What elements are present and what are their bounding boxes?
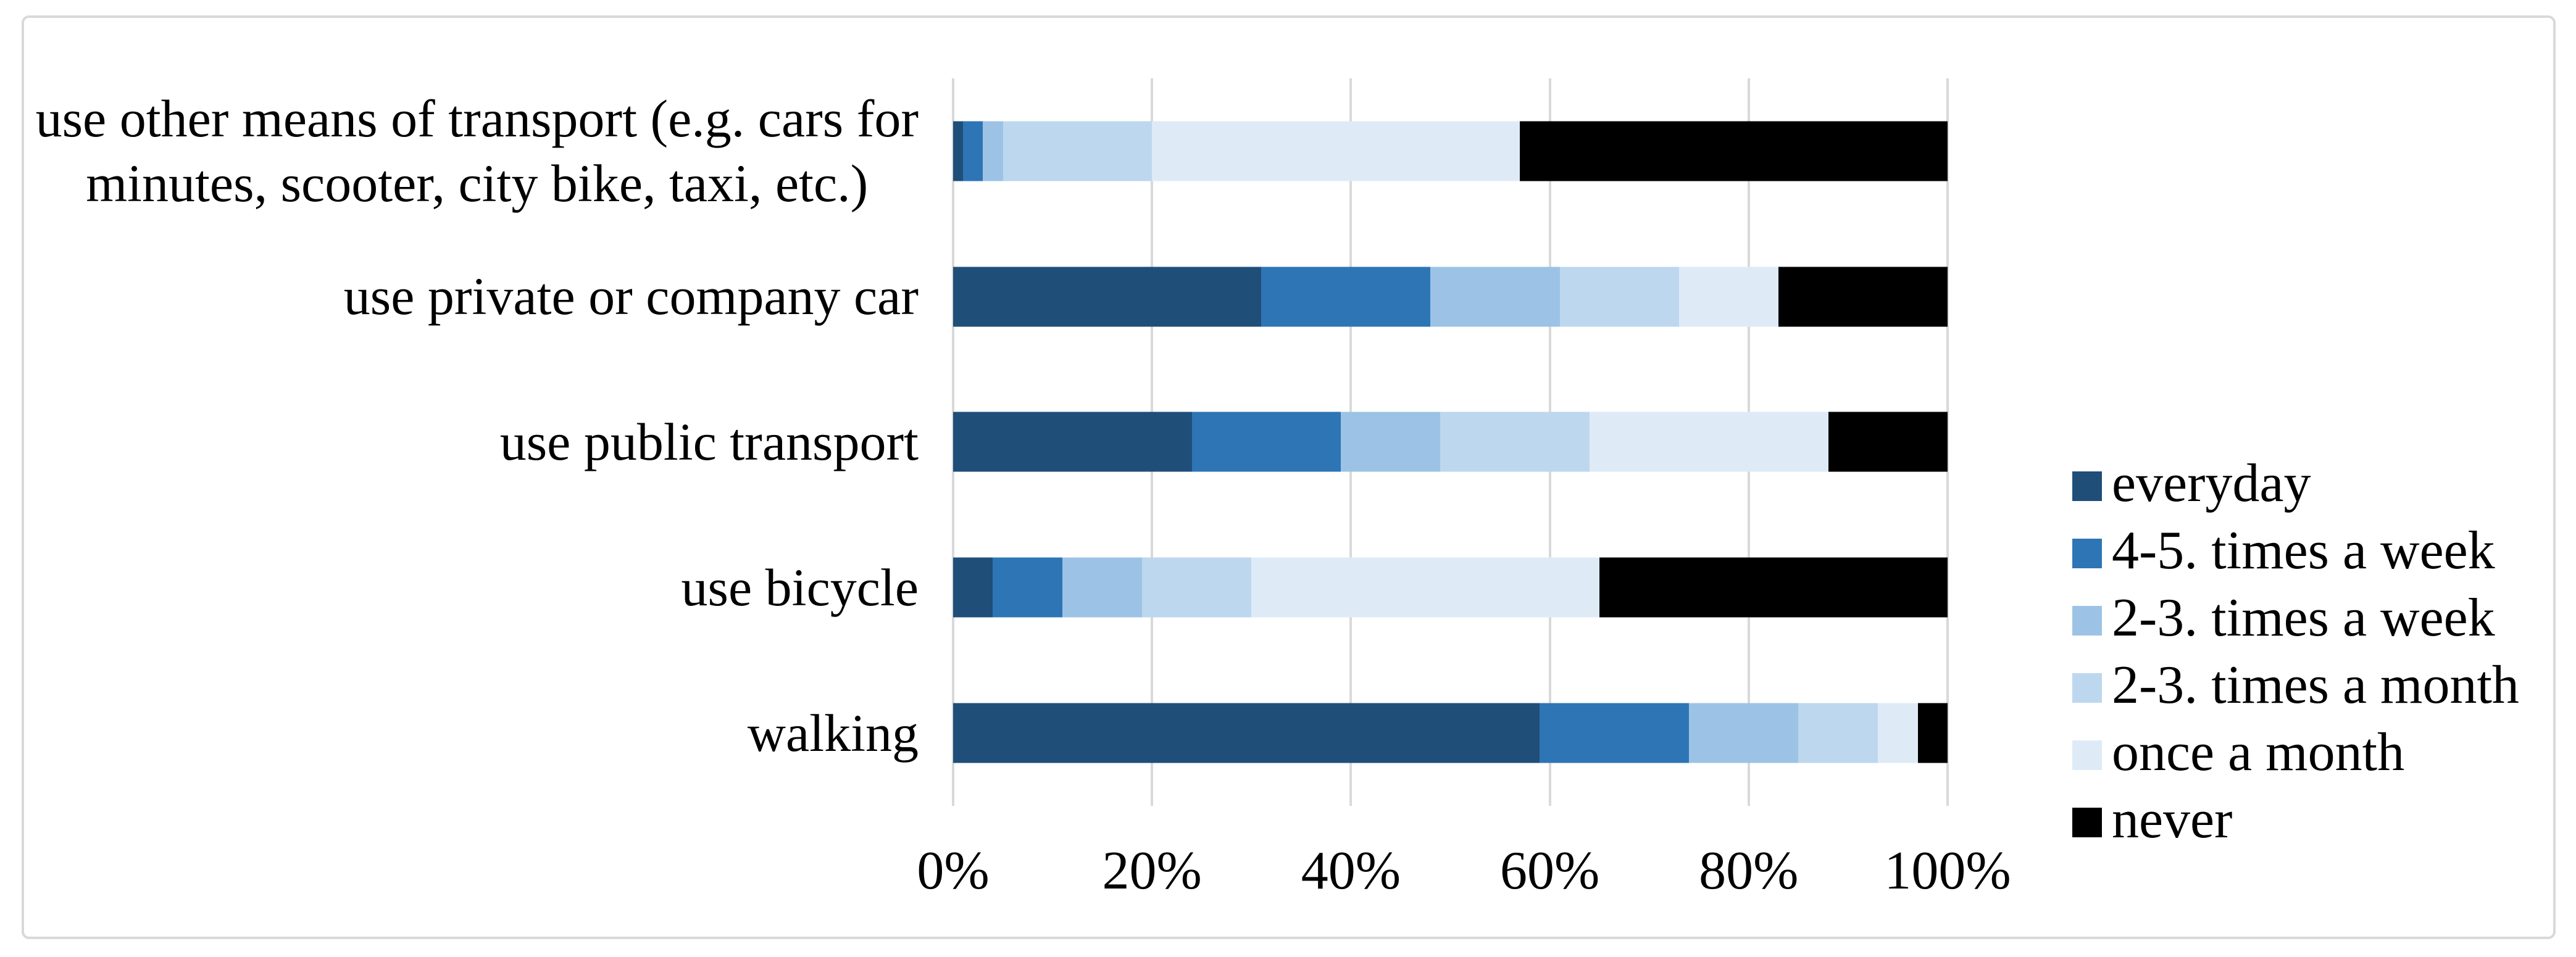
bar-segment-2-3-times-a-month bbox=[1440, 412, 1590, 472]
bar-segment-2-3-times-a-week bbox=[1062, 557, 1143, 618]
bar-segment-everyday bbox=[953, 703, 1540, 763]
category-label-row: use bicycle bbox=[25, 515, 919, 660]
category-label-row: walking bbox=[25, 660, 919, 806]
bar-segment-4-5-times-a-week bbox=[1261, 267, 1431, 327]
category-label: walking bbox=[748, 701, 919, 766]
bar-segment-everyday bbox=[953, 121, 964, 181]
legend-label: 2-3. times a week bbox=[2112, 588, 2495, 648]
bar-segment-once-a-month bbox=[1679, 267, 1779, 327]
x-tick-label: 100% bbox=[1884, 841, 2011, 901]
bar-segment-4-5-times-a-week bbox=[1540, 703, 1690, 763]
plot-area bbox=[952, 78, 1949, 806]
category-label-line: walking bbox=[747, 703, 919, 763]
legend-item-never: never bbox=[2072, 790, 2233, 850]
bar-segment-once-a-month bbox=[1878, 703, 1918, 763]
legend-swatch bbox=[2072, 606, 2102, 636]
category-label: use bicycle bbox=[682, 555, 919, 620]
bar-segment-4-5-times-a-week bbox=[993, 557, 1063, 618]
legend-label: 4-5. times a week bbox=[2112, 521, 2495, 581]
legend-label: never bbox=[2112, 790, 2233, 850]
category-label-row: use public transport bbox=[25, 370, 919, 515]
bar-segment-2-3-times-a-week bbox=[1341, 412, 1441, 472]
legend-item-once-a-month: once a month bbox=[2072, 723, 2405, 782]
category-label-line: use other means of transport (e.g. cars … bbox=[35, 88, 919, 148]
x-tick-label: 40% bbox=[1301, 841, 1401, 901]
bar-segment-2-3-times-a-week bbox=[983, 121, 1003, 181]
legend-swatch bbox=[2072, 673, 2102, 703]
bar-segment-2-3-times-a-month bbox=[1798, 703, 1878, 763]
x-tick-label: 20% bbox=[1102, 841, 1202, 901]
bar-segment-everyday bbox=[953, 267, 1262, 327]
legend-swatch bbox=[2072, 539, 2102, 568]
stacked-bar bbox=[953, 412, 1948, 472]
bar-row bbox=[953, 515, 1948, 660]
bar-segment-2-3-times-a-week bbox=[1689, 703, 1799, 763]
bar-segment-4-5-times-a-week bbox=[1191, 412, 1341, 472]
bar-segment-2-3-times-a-month bbox=[1002, 121, 1153, 181]
bar-segment-once-a-month bbox=[1251, 557, 1600, 618]
legend-item-2-3-times-a-month: 2-3. times a month bbox=[2072, 655, 2519, 715]
category-label-row: use private or company car bbox=[25, 224, 919, 370]
bar-segment-never bbox=[1778, 267, 1948, 327]
legend-swatch bbox=[2072, 808, 2102, 837]
bar-segment-once-a-month bbox=[1590, 412, 1828, 472]
bar-row bbox=[953, 370, 1948, 515]
bar-segment-once-a-month bbox=[1152, 121, 1520, 181]
category-label-line: use bicycle bbox=[681, 557, 919, 617]
bar-row bbox=[953, 660, 1948, 806]
category-label-line: use private or company car bbox=[343, 267, 919, 326]
category-label: use other means of transport (e.g. cars … bbox=[36, 86, 919, 216]
legend-swatch bbox=[2072, 471, 2102, 501]
bar-segment-4-5-times-a-week bbox=[963, 121, 983, 181]
category-label-line: use public transport bbox=[499, 412, 919, 472]
stacked-bar bbox=[953, 121, 1948, 181]
gridline-100 bbox=[1946, 78, 1949, 806]
bar-segment-everyday bbox=[953, 557, 993, 618]
bar-segment-2-3-times-a-month bbox=[1142, 557, 1252, 618]
bar-row bbox=[953, 224, 1948, 370]
bar-row bbox=[953, 78, 1948, 224]
stacked-bar bbox=[953, 267, 1948, 327]
category-label: use public transport bbox=[500, 410, 919, 474]
legend-item-2-3-times-a-week: 2-3. times a week bbox=[2072, 588, 2495, 648]
x-tick-label: 80% bbox=[1699, 841, 1799, 901]
x-tick-label: 0% bbox=[917, 841, 990, 901]
legend-item-everyday: everyday bbox=[2072, 454, 2311, 513]
legend-item-4-5-times-a-week: 4-5. times a week bbox=[2072, 521, 2495, 581]
bar-segment-everyday bbox=[953, 412, 1192, 472]
stacked-bar bbox=[953, 557, 1948, 618]
category-label-line: minutes, scooter, city bike, taxi, etc.) bbox=[86, 153, 869, 213]
bar-segment-never bbox=[1917, 703, 1948, 763]
category-label: use private or company car bbox=[344, 264, 919, 329]
x-tick-label: 60% bbox=[1499, 841, 1600, 901]
legend-label: once a month bbox=[2112, 723, 2405, 782]
stacked-bar bbox=[953, 703, 1948, 763]
legend-label: everyday bbox=[2112, 454, 2311, 513]
legend-swatch bbox=[2072, 740, 2102, 770]
bar-segment-never bbox=[1520, 121, 1948, 181]
bar-segment-never bbox=[1599, 557, 1948, 618]
bar-segment-2-3-times-a-week bbox=[1430, 267, 1560, 327]
bar-segment-never bbox=[1828, 412, 1948, 472]
bar-segment-2-3-times-a-month bbox=[1559, 267, 1679, 327]
category-label-row: use other means of transport (e.g. cars … bbox=[25, 78, 919, 224]
legend-label: 2-3. times a month bbox=[2112, 655, 2519, 715]
